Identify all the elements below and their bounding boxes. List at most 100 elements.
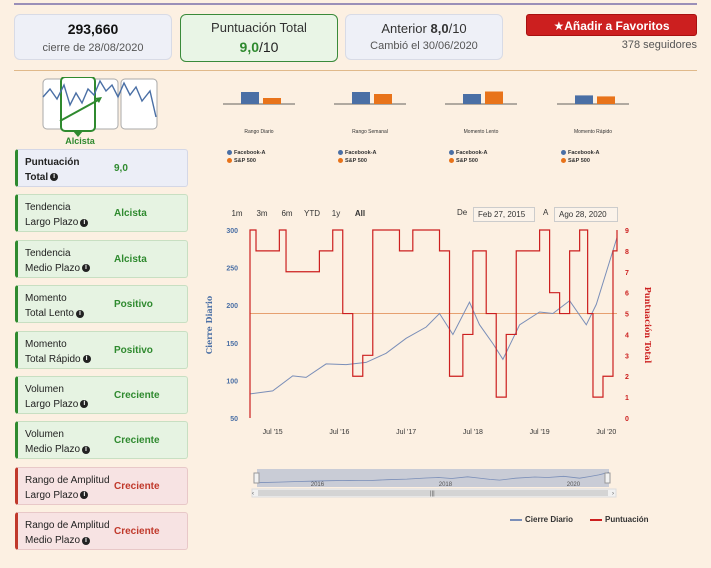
y-axis-label: Cierre Diario [204, 295, 214, 354]
metric-row: Volumen Medio Plazo i Creciente [15, 421, 188, 460]
legend-dot [338, 158, 343, 164]
price-card: 293,660 cierre de 28/08/2020 [14, 14, 172, 60]
mini-legend-label: S&P 500 [345, 158, 367, 164]
info-icon[interactable]: i [80, 218, 89, 227]
mini-legend-item: S&P 500 [449, 158, 478, 164]
range-button-all[interactable]: All [354, 209, 366, 218]
previous-score-card: Anterior 8,0/10 Cambió el 30/06/2020 [345, 14, 503, 60]
range-button-1y[interactable]: 1y [331, 209, 341, 218]
previous-value: 8,0 [430, 21, 449, 36]
metric-name: Puntuación Total i [25, 155, 79, 185]
y-tick-label: 200 [226, 303, 238, 310]
mini-legend-item: S&P 500 [227, 158, 256, 164]
navigator-left-handle[interactable] [253, 472, 260, 484]
add-favorite-button[interactable]: ★Añadir a Favoritos [526, 14, 697, 36]
previous-label: Anterior [381, 21, 427, 36]
legend-close-swatch [510, 519, 522, 521]
scroll-left-icon[interactable]: ‹ [252, 491, 254, 497]
metric-value: Alcista [114, 208, 147, 220]
y2-tick-label: 5 [625, 312, 629, 319]
y-tick-label: 100 [226, 378, 238, 385]
score-label: Puntuación Total [211, 20, 307, 35]
mini-legend-label: S&P 500 [234, 158, 256, 164]
metric-value: Positivo [114, 344, 153, 356]
legend-dot [561, 150, 566, 156]
info-icon[interactable]: i [75, 309, 84, 318]
metric-value: Alcista [114, 253, 147, 265]
metric-name: Rango de Amplitud Largo Plazo i [25, 473, 110, 503]
from-date-input[interactable]: Feb 27, 2015 [473, 207, 535, 222]
metric-value: Creciente [114, 390, 160, 401]
mini-chart-svg: 4%−4%Rango Semanal [334, 92, 406, 135]
mini-legend-label: Facebook-A [234, 150, 266, 156]
range-button-ytd[interactable]: YTD [304, 209, 320, 218]
mini-bar [352, 92, 370, 104]
metric-line1: Volumen [25, 429, 64, 441]
range-button-3m[interactable]: 3m [256, 209, 268, 218]
metric-line2: Largo Plazo [25, 217, 79, 229]
y2-tick-label: 1 [625, 395, 629, 402]
metric-line2: Largo Plazo [25, 489, 79, 501]
legend-dot [561, 158, 566, 164]
y2-tick-label: 9 [625, 228, 629, 235]
y2-tick-label: 3 [625, 353, 629, 360]
metric-value: Creciente [114, 435, 160, 447]
navigator-tick: 2020 [567, 482, 581, 488]
add-favorite-label: Añadir a Favoritos [564, 19, 670, 33]
info-icon[interactable]: i [50, 173, 59, 182]
navigator-tick: 2016 [311, 482, 325, 488]
legend-dot [449, 158, 454, 164]
navigator-right-handle[interactable] [604, 472, 611, 484]
metric-line1: Momento [25, 338, 67, 350]
metric-line2: Total [25, 172, 49, 183]
y2-tick-label: 2 [625, 374, 629, 381]
previous-suffix: /10 [448, 21, 467, 36]
info-icon[interactable]: i [82, 264, 91, 273]
score-step-line [249, 229, 618, 418]
mini-legend-item: S&P 500 [561, 158, 590, 164]
metric-line2: Total Lento [25, 308, 74, 320]
legend-dot [227, 158, 232, 164]
metric-line2: Medio Plazo [25, 535, 81, 547]
mini-legend-label: Facebook-A [345, 150, 377, 156]
mini-legend-label: Facebook-A [568, 150, 600, 156]
scrollbar-thumb[interactable] [258, 490, 608, 496]
mini-chart: 4%−4%Rango Semanal Facebook-A S&P 500 [330, 80, 416, 166]
trend-label: Alcista [65, 136, 95, 146]
followers-count: 378 seguidores [621, 39, 697, 51]
metric-name: Tendencia Medio Plazo i [25, 246, 91, 276]
metric-name: Tendencia Largo Plazo i [25, 200, 89, 230]
y-tick-label: 300 [226, 228, 238, 235]
legend-dot [227, 150, 232, 156]
range-button-6m[interactable]: 6m [281, 209, 293, 218]
x-tick-label: Jul '16 [329, 429, 349, 436]
x-tick-label: Jul '18 [463, 429, 483, 436]
info-icon[interactable]: i [82, 445, 91, 454]
navigator-scrollbar[interactable] [251, 488, 617, 498]
info-icon[interactable]: i [82, 536, 91, 545]
metric-name: Volumen Largo Plazo i [25, 382, 89, 412]
info-icon[interactable]: i [80, 400, 89, 409]
y2-tick-label: 0 [625, 416, 629, 423]
trend-up-icon [42, 77, 158, 137]
metric-row: Rango de Amplitud Medio Plazo i Creciente [15, 512, 188, 551]
mini-chart: 240−240Momento Lento Facebook-A S&P 500 [441, 80, 527, 166]
mini-bar [263, 98, 281, 104]
metric-line2: Medio Plazo [25, 444, 81, 456]
score-value-wrap: 9,0/10 [181, 39, 337, 55]
scroll-right-icon[interactable]: › [612, 491, 614, 497]
y-tick-label: 50 [230, 416, 238, 423]
info-icon[interactable]: i [82, 354, 91, 363]
navigator-window[interactable] [257, 469, 609, 487]
legend-score-swatch [590, 519, 602, 521]
to-date-input[interactable]: Ago 28, 2020 [554, 207, 618, 222]
metric-line1: Momento [25, 293, 67, 305]
metric-row: Momento Total Rápido i Positivo [15, 330, 188, 369]
scrollbar-grip-icon[interactable]: ||| [430, 491, 435, 497]
legend-close: Cierre Diario [510, 515, 573, 524]
metric-row: Rango de Amplitud Largo Plazo i Creciente [15, 466, 188, 505]
range-button-1m[interactable]: 1m [231, 209, 243, 218]
x-tick-label: Jul '19 [530, 429, 550, 436]
info-icon[interactable]: i [80, 491, 89, 500]
mini-title: Rango Semanal [352, 129, 388, 135]
